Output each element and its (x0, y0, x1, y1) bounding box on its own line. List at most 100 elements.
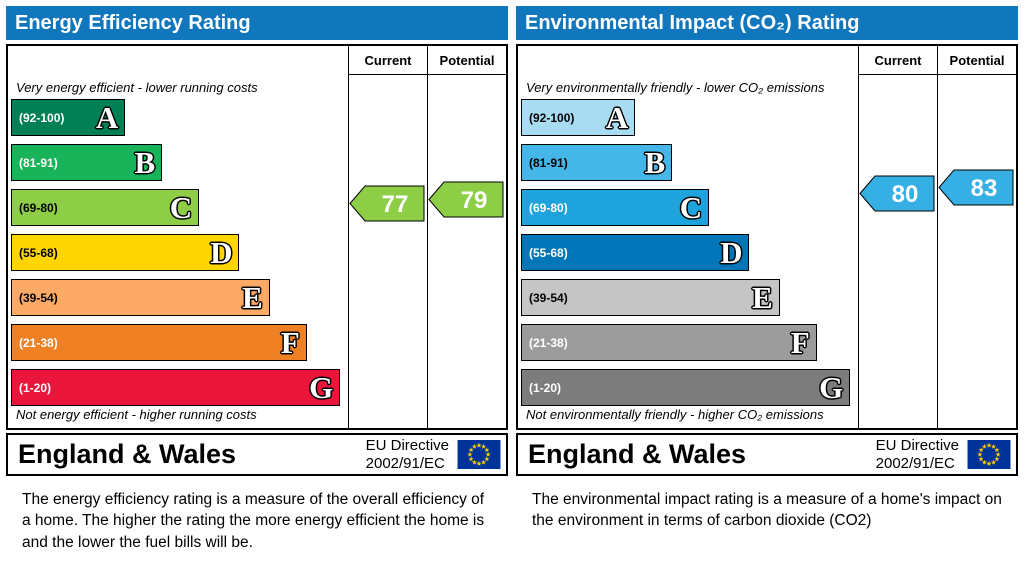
energy-efficiency-chart: Current Potential Very energy efficient … (6, 44, 508, 430)
potential-rating-arrow: 79 (428, 181, 504, 218)
band-row-f: (21-38) F (11, 324, 347, 369)
band-letter: A (605, 99, 629, 135)
band-row-b: (81-91) B (11, 144, 347, 189)
eu-directive: EU Directive 2002/91/EC (366, 437, 449, 472)
environmental-impact-panel: Environmental Impact (CO₂) Rating Curren… (516, 6, 1018, 532)
band-rows: (92-100) A (81-91) B (69-80) C (11, 99, 347, 414)
band-bar-d: (55-68) D (521, 234, 750, 271)
potential-column-header: Potential (938, 46, 1016, 75)
band-range: (81-91) (529, 155, 568, 170)
band-row-a: (92-100) A (521, 99, 857, 144)
band-row-a: (92-100) A (11, 99, 347, 144)
band-letter: G (309, 369, 334, 405)
eu-flag-icon (457, 440, 501, 469)
current-column-header: Current (859, 46, 937, 75)
band-range: (1-20) (529, 380, 562, 395)
footer: England & Wales EU Directive 2002/91/EC (516, 433, 1018, 476)
band-bar-b: (81-91) B (11, 144, 163, 181)
band-letter: C (679, 189, 703, 225)
band-area: Very energy efficient - lower running co… (8, 46, 347, 428)
current-column: Current (348, 46, 427, 428)
band-bar-a: (92-100) A (11, 99, 126, 136)
band-range: (21-38) (19, 335, 58, 350)
band-range: (92-100) (529, 110, 575, 125)
current-rating-arrow: 77 (349, 185, 425, 221)
band-range: (69-80) (529, 200, 568, 215)
potential-rating-arrow: 83 (938, 169, 1014, 206)
band-range: (39-54) (529, 290, 568, 305)
arrow-shape (859, 175, 935, 212)
band-letter: D (720, 234, 743, 270)
eu-directive-line1: EU Directive (365, 437, 449, 455)
band-range: (39-54) (19, 290, 58, 305)
band-row-e: (39-54) E (521, 279, 857, 324)
band-row-e: (39-54) E (11, 279, 347, 324)
band-range: (21-38) (529, 335, 568, 350)
potential-rating-value: 83 (971, 175, 998, 202)
arrow-shape (349, 185, 425, 221)
band-range: (92-100) (19, 110, 65, 125)
potential-column: Potential (937, 46, 1016, 428)
arrow-shape (938, 169, 1014, 206)
eu-directive: EU Directive 2002/91/EC (876, 437, 959, 472)
band-area: Very environmentally friendly - lower CO… (518, 46, 857, 428)
arrow-shape (428, 181, 504, 218)
band-bar-d: (55-68) D (11, 234, 240, 271)
environmental-impact-chart: Current Potential Very environmentally f… (516, 44, 1018, 430)
region-label: England & Wales (528, 439, 747, 469)
band-letter: A (95, 99, 119, 135)
band-bar-c: (69-80) C (11, 189, 200, 226)
band-letter: C (169, 189, 193, 225)
band-row-g: (1-20) G (11, 369, 347, 414)
energy-efficiency-panel: Energy Efficiency Rating Current Potenti… (6, 6, 508, 553)
panel-title: Energy Efficiency Rating (6, 6, 508, 40)
band-bar-e: (39-54) E (11, 279, 270, 316)
footer: England & Wales EU Directive 2002/91/EC (6, 433, 508, 476)
band-bar-c: (69-80) C (521, 189, 710, 226)
band-letter: B (644, 144, 666, 180)
band-bar-e: (39-54) E (521, 279, 780, 316)
band-row-g: (1-20) G (521, 369, 857, 414)
region-label: England & Wales (18, 439, 237, 469)
band-row-d: (55-68) D (521, 234, 857, 279)
band-letter: F (280, 324, 300, 360)
top-note: Very energy efficient - lower running co… (16, 80, 258, 95)
band-bar-f: (21-38) F (521, 324, 817, 361)
band-row-b: (81-91) B (521, 144, 857, 189)
eu-flag-icon (967, 440, 1011, 469)
top-note: Very environmentally friendly - lower CO… (526, 80, 825, 95)
band-bar-a: (92-100) A (521, 99, 636, 136)
eu-directive-line1: EU Directive (875, 437, 959, 455)
band-bar-b: (81-91) B (521, 144, 673, 181)
band-range: (1-20) (19, 380, 52, 395)
current-column: Current (858, 46, 937, 428)
bottom-note: Not environmentally friendly - higher CO… (526, 407, 824, 422)
potential-column-header: Potential (428, 46, 506, 75)
band-letter: F (790, 324, 810, 360)
band-range: (55-68) (529, 245, 568, 260)
current-column-header: Current (349, 46, 427, 75)
band-letter: B (134, 144, 156, 180)
band-rows: (92-100) A (81-91) B (69-80) C (521, 99, 857, 414)
current-rating-value: 80 (892, 181, 919, 208)
panel-title: Environmental Impact (CO₂) Rating (516, 6, 1018, 40)
band-bar-g: (1-20) G (521, 369, 851, 406)
eu-directive-line2: 2002/91/EC (875, 454, 955, 472)
band-range: (69-80) (19, 200, 58, 215)
band-letter: D (210, 234, 233, 270)
bottom-note: Not energy efficient - higher running co… (16, 407, 257, 422)
potential-column: Potential (427, 46, 506, 428)
band-row-f: (21-38) F (521, 324, 857, 369)
band-letter: E (752, 279, 773, 315)
current-rating-value: 77 (382, 191, 409, 218)
band-letter: G (819, 369, 844, 405)
band-range: (55-68) (19, 245, 58, 260)
environmental-impact-caption: The environmental impact rating is a mea… (532, 491, 1002, 530)
energy-efficiency-caption: The energy efficiency rating is a measur… (22, 491, 485, 551)
current-rating-arrow: 80 (859, 175, 935, 212)
band-letter: E (242, 279, 263, 315)
band-range: (81-91) (19, 155, 58, 170)
band-row-d: (55-68) D (11, 234, 347, 279)
band-bar-g: (1-20) G (11, 369, 341, 406)
